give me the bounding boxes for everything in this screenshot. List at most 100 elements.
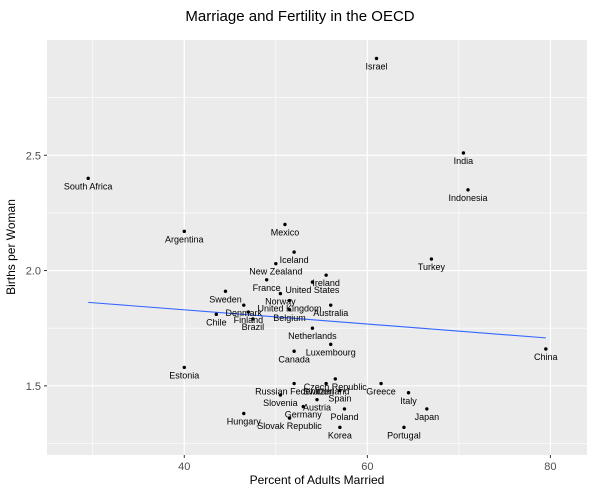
point-labels-layer: Israel India Indonesia South Africa Argentin… — [64, 61, 558, 440]
data-point-russian-federation — [292, 381, 296, 386]
data-point-portugal — [402, 425, 406, 430]
point-label-france: France — [253, 283, 281, 293]
data-point-germany — [301, 404, 305, 409]
point-label-poland: Poland — [330, 412, 358, 422]
data-point-france — [264, 278, 269, 282]
points-layer — [86, 56, 548, 430]
point-label-slovenia: Slovenia — [263, 398, 298, 408]
point-label-indonesia: Indonesia — [448, 193, 487, 203]
point-label-italy: Italy — [400, 396, 417, 406]
data-point-netherlands — [310, 326, 315, 330]
data-point-mexico — [283, 222, 287, 227]
point-label-sweden: Sweden — [209, 294, 242, 304]
data-point-belgium — [287, 308, 292, 312]
data-point-israel — [374, 56, 379, 61]
point-label-korea: Korea — [328, 430, 352, 440]
data-point-slovenia — [278, 393, 283, 397]
x-tick-label: 80 — [544, 461, 556, 473]
data-point-finland — [246, 310, 251, 314]
y-axis-title: Births per Woman — [4, 199, 18, 295]
data-point-iceland — [292, 250, 296, 254]
data-point-norway — [278, 291, 283, 296]
data-point-japan — [425, 407, 429, 411]
point-label-norway: Norway — [265, 297, 296, 307]
point-label-united-states: United States — [285, 285, 340, 295]
point-label-finland: Finland — [234, 315, 264, 325]
point-label-canada: Canada — [278, 354, 310, 364]
point-label-japan: Japan — [415, 412, 440, 422]
point-label-netherlands: Netherlands — [288, 331, 337, 341]
data-point-united-states — [310, 280, 315, 284]
y-tick-label: 2.0 — [26, 266, 41, 278]
data-point-canada — [292, 349, 296, 353]
point-label-estonia: Estonia — [169, 370, 199, 380]
data-point-italy — [406, 391, 411, 395]
data-point-new-zealand — [274, 261, 278, 266]
point-label-mexico: Mexico — [271, 227, 300, 237]
data-point-poland — [342, 407, 347, 411]
point-label-greece: Greece — [366, 387, 396, 397]
point-label-czech-republic: Czech Republic — [304, 382, 368, 392]
point-label-hungary: Hungary — [227, 417, 262, 427]
point-label-chile: Chile — [206, 317, 227, 327]
data-point-spain — [338, 388, 342, 393]
data-point-indonesia — [466, 188, 470, 192]
point-label-ireland: Ireland — [312, 278, 340, 288]
point-label-germany: Germany — [285, 410, 323, 420]
y-tick-label: 2.5 — [26, 150, 41, 162]
x-tick-label: 40 — [178, 461, 190, 473]
data-point-greece — [379, 381, 383, 386]
y-tick-label: 1.5 — [26, 381, 41, 393]
chart-title: Marriage and Fertility in the OECD — [185, 8, 414, 25]
data-point-denmark — [242, 303, 246, 307]
x-tick-label: 60 — [361, 461, 373, 473]
data-point-czech-republic — [333, 377, 338, 381]
point-label-new-zealand: New Zealand — [249, 267, 302, 277]
point-label-slovak-republic: Slovak Republic — [257, 421, 322, 431]
point-label-austria: Austria — [303, 403, 331, 413]
data-point-austria — [315, 397, 319, 402]
data-point-united-kingdom — [287, 298, 292, 303]
data-point-india — [461, 151, 466, 155]
point-label-iceland: Iceland — [280, 255, 309, 265]
point-label-portugal: Portugal — [387, 430, 421, 440]
point-label-argentina: Argentina — [165, 234, 204, 244]
data-point-korea — [338, 425, 342, 430]
point-label-china: China — [534, 352, 558, 362]
data-point-slovak-republic — [287, 416, 292, 420]
point-label-india: India — [454, 156, 474, 166]
point-label-denmark: Denmark — [226, 308, 263, 318]
point-label-russian-federation: Russian Federation — [255, 387, 333, 397]
data-point-luxembourg — [329, 342, 333, 347]
point-label-united-kingdom: United Kingdom — [258, 304, 322, 314]
x-axis-title: Percent of Adults Married — [250, 473, 385, 487]
data-point-brazil — [251, 317, 255, 321]
data-point-china — [544, 347, 548, 351]
point-label-luxembourg: Luxembourg — [306, 347, 356, 357]
point-label-australia: Australia — [313, 308, 348, 318]
y-axis: 1.5 2.0 2.5 — [26, 150, 47, 393]
data-point-australia — [329, 303, 333, 307]
data-point-chile — [214, 312, 219, 317]
point-label-spain: Spain — [328, 393, 351, 403]
point-label-turkey: Turkey — [418, 262, 446, 272]
data-point-hungary — [242, 411, 246, 416]
x-axis: 40 60 80 — [178, 455, 557, 473]
trend-line — [88, 301, 546, 339]
gridlines-minor — [47, 40, 587, 455]
gridlines-major — [47, 40, 587, 455]
data-point-turkey — [429, 257, 434, 261]
data-point-estonia — [182, 365, 186, 370]
point-label-switzerland: Switzerland — [303, 387, 350, 397]
point-label-israel: Israel — [365, 61, 387, 71]
data-point-sweden — [223, 289, 228, 294]
data-point-switzerland — [324, 381, 328, 386]
data-point-argentina — [182, 229, 186, 234]
point-label-south-africa: South Africa — [64, 181, 113, 191]
point-label-belgium: Belgium — [273, 313, 306, 323]
point-label-brazil: Brazil — [242, 322, 265, 332]
data-point-south-africa — [86, 176, 90, 181]
data-point-ireland — [324, 273, 328, 277]
